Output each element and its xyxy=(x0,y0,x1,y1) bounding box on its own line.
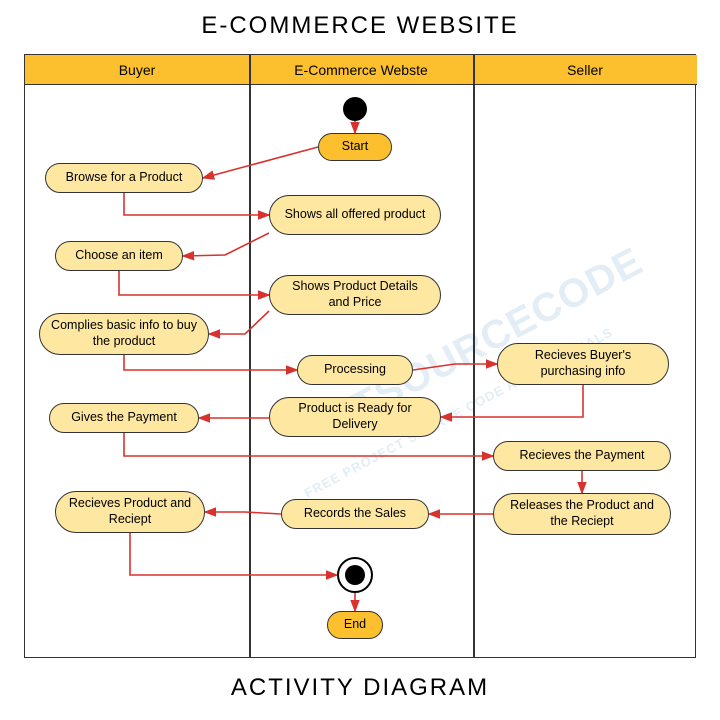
edge-showsdet-complies xyxy=(209,311,269,334)
activity-recvpay: Recieves the Payment xyxy=(493,441,671,471)
activity-complies: Complies basic info to buy the product xyxy=(39,313,209,355)
activity-end: End xyxy=(327,611,383,639)
final-node xyxy=(337,557,373,593)
activity-recvinfo: Recieves Buyer's purchasing info xyxy=(497,343,669,385)
activity-records: Records the Sales xyxy=(281,499,429,529)
activity-browse: Browse for a Product xyxy=(45,163,203,193)
edge-recvinfo-ready xyxy=(441,385,583,417)
activity-choose: Choose an item xyxy=(55,241,183,271)
edge-complies-processing xyxy=(124,355,297,370)
activity-recvprod: Recieves Product and Reciept xyxy=(55,491,205,533)
activity-showsall: Shows all offered product xyxy=(269,195,441,235)
edge-start-browse xyxy=(203,147,318,178)
lane-header-buyer: Buyer xyxy=(25,55,249,85)
activity-releases: Releases the Product and the Reciept xyxy=(493,493,671,535)
lane-separator xyxy=(473,55,475,657)
edge-showsall-choose xyxy=(183,233,269,256)
activity-gives: Gives the Payment xyxy=(49,403,199,433)
lane-header-seller: Seller xyxy=(473,55,697,85)
edge-browse-showsall xyxy=(124,193,269,215)
edge-records-recvprod xyxy=(205,512,281,514)
activity-showsdet: Shows Product Details and Price xyxy=(269,275,441,315)
edge-choose-showsdet xyxy=(119,271,269,295)
page-title: E-COMMERCE WEBSITE xyxy=(0,0,720,48)
activity-diagram: ITSOURCECODE FREE PROJECT SOURCE CODE AN… xyxy=(24,54,696,658)
edge-processing-recvinfo xyxy=(413,364,497,370)
lane-header-site: E-Commerce Webste xyxy=(249,55,473,85)
lane-separator xyxy=(249,55,251,657)
activity-start: Start xyxy=(318,133,392,161)
activity-ready: Product is Ready for Delivery xyxy=(269,397,441,437)
activity-processing: Processing xyxy=(297,355,413,385)
diagram-caption: ACTIVITY DIAGRAM xyxy=(0,664,720,712)
edge-recvprod-final xyxy=(130,533,337,575)
initial-node xyxy=(343,97,367,121)
